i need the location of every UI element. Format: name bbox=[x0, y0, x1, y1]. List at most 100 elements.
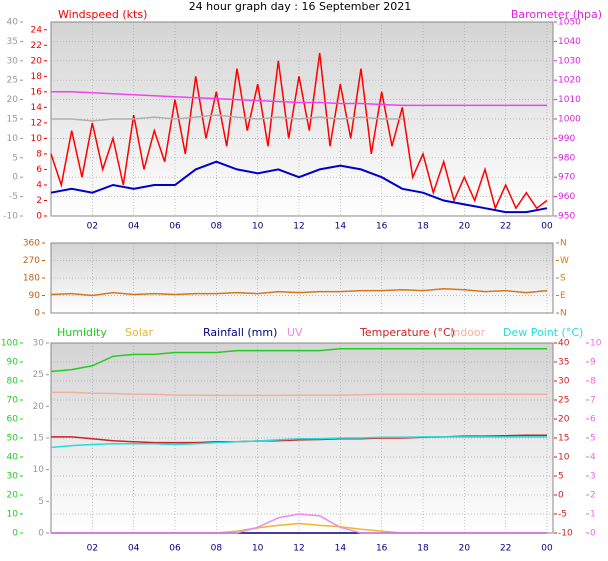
y-tick-label: 70 bbox=[7, 396, 19, 406]
y-tick-label: 18 bbox=[31, 72, 43, 82]
chart-title: 24 hour graph day : 16 September 2021 bbox=[189, 0, 412, 13]
y2-tick-label: 10 bbox=[558, 453, 570, 463]
y2-tick-label: 0 bbox=[558, 491, 564, 501]
y2-tick-label: 30 bbox=[558, 377, 570, 387]
y-tick-label: 270 bbox=[23, 256, 40, 266]
y2-tick-label: W bbox=[560, 256, 569, 266]
series-line bbox=[50, 436, 547, 449]
y3-tick-label: 15 bbox=[33, 434, 44, 444]
y2-tick-label: S bbox=[560, 274, 566, 284]
y3-tick-label: 5 bbox=[38, 497, 44, 507]
y2-tick-label: 1050 bbox=[558, 18, 581, 28]
y4-tick-label: 4 bbox=[590, 453, 596, 463]
legend-label: Indoor bbox=[450, 326, 486, 339]
y-tick-label: 60 bbox=[7, 415, 19, 425]
x-tick-label: 10 bbox=[252, 544, 264, 554]
y2-tick-label: 35 bbox=[558, 358, 569, 368]
legend-label: Temperature (°C) bbox=[359, 326, 455, 339]
x-tick-label: 08 bbox=[211, 544, 223, 554]
x-tick-label: 18 bbox=[417, 544, 429, 554]
x-tick-label: 02 bbox=[87, 222, 98, 232]
y2-axis-label: Barometer (hpa) bbox=[511, 8, 602, 21]
y3-tick-label: 30 bbox=[33, 339, 45, 349]
y-tick-label: 360 bbox=[23, 239, 40, 249]
y2-tick-label: 1040 bbox=[558, 37, 581, 47]
x-tick-label: 00 bbox=[541, 222, 553, 232]
x-tick-label: 20 bbox=[459, 544, 471, 554]
y4-tick-label: 3 bbox=[590, 472, 596, 482]
x-tick-label: 22 bbox=[500, 544, 511, 554]
y2-tick-label: 1020 bbox=[558, 76, 581, 86]
y2-tick-label: E bbox=[560, 291, 566, 301]
y2-tick-label: 40 bbox=[558, 339, 570, 349]
y4-tick-label: 10 bbox=[590, 339, 602, 349]
y-tick-label: 30 bbox=[7, 472, 19, 482]
x-tick-label: 08 bbox=[211, 222, 223, 232]
y2-tick-label: -10 bbox=[558, 529, 573, 539]
y4-tick-label: 0 bbox=[590, 529, 596, 539]
x-tick-label: 12 bbox=[293, 544, 304, 554]
y3-tick-label: 15 bbox=[7, 115, 18, 125]
y2-tick-label: 25 bbox=[558, 396, 569, 406]
legend-label: Humidity bbox=[57, 326, 107, 339]
series-line bbox=[50, 347, 547, 373]
legend-label: UV bbox=[287, 326, 303, 339]
x-tick-label: 10 bbox=[252, 222, 264, 232]
y4-tick-label: 1 bbox=[590, 510, 596, 520]
x-tick-label: 14 bbox=[335, 222, 347, 232]
legend-label: Dew Point (°C) bbox=[503, 326, 583, 339]
y-tick-label: 8 bbox=[36, 149, 42, 159]
y3-tick-label: -5 bbox=[9, 192, 18, 202]
y2-tick-label: 980 bbox=[558, 153, 575, 163]
y-tick-label: 0 bbox=[36, 212, 42, 222]
y3-tick-label: 30 bbox=[7, 56, 19, 66]
x-tick-label: 00 bbox=[541, 544, 553, 554]
y3-tick-label: 40 bbox=[7, 18, 19, 28]
y2-tick-label: 960 bbox=[558, 192, 575, 202]
y4-tick-label: 6 bbox=[590, 415, 596, 425]
y-tick-label: 4 bbox=[36, 180, 42, 190]
y3-tick-label: 25 bbox=[33, 370, 44, 380]
y2-tick-label: 970 bbox=[558, 173, 575, 183]
y-tick-label: 80 bbox=[7, 377, 19, 387]
y-tick-label: 180 bbox=[23, 274, 40, 284]
y2-tick-label: -5 bbox=[558, 510, 567, 520]
y-tick-label: 16 bbox=[31, 87, 43, 97]
y2-tick-label: 15 bbox=[558, 434, 569, 444]
plot-area bbox=[51, 343, 553, 533]
x-tick-label: 06 bbox=[169, 222, 181, 232]
x-tick-label: 02 bbox=[87, 544, 98, 554]
y4-tick-label: 8 bbox=[590, 377, 596, 387]
y-tick-label: 90 bbox=[7, 358, 19, 368]
y4-tick-label: 2 bbox=[590, 491, 596, 501]
y-tick-label: 20 bbox=[7, 491, 19, 501]
x-tick-label: 12 bbox=[293, 222, 304, 232]
y2-tick-label: 1010 bbox=[558, 95, 581, 105]
y-tick-label: 10 bbox=[31, 134, 43, 144]
y-tick-label: 20 bbox=[31, 56, 43, 66]
y3-tick-label: 20 bbox=[7, 95, 19, 105]
plot-area bbox=[51, 243, 553, 313]
y4-tick-label: 5 bbox=[590, 434, 596, 444]
plot-frame bbox=[50, 242, 554, 314]
series-line bbox=[50, 52, 548, 211]
y2-tick-label: 1030 bbox=[558, 56, 581, 66]
series-line bbox=[51, 391, 547, 397]
y-tick-label: 22 bbox=[31, 41, 42, 51]
y-tick-label: 2 bbox=[36, 196, 42, 206]
series-line bbox=[51, 434, 547, 444]
y-tick-label: 14 bbox=[31, 103, 43, 113]
legend-label: Solar bbox=[125, 326, 154, 339]
x-tick-label: 16 bbox=[376, 222, 388, 232]
series-line bbox=[51, 114, 403, 122]
x-tick-label: 16 bbox=[376, 544, 388, 554]
y3-tick-label: 0 bbox=[12, 173, 18, 183]
y2-tick-label: N bbox=[560, 239, 567, 249]
y2-tick-label: N bbox=[560, 309, 567, 319]
y3-tick-label: 0 bbox=[38, 529, 44, 539]
y3-tick-label: 10 bbox=[33, 465, 45, 475]
y4-tick-label: 9 bbox=[590, 358, 596, 368]
legend-label: Rainfall (mm) bbox=[203, 326, 277, 339]
y-tick-label: 12 bbox=[31, 118, 42, 128]
